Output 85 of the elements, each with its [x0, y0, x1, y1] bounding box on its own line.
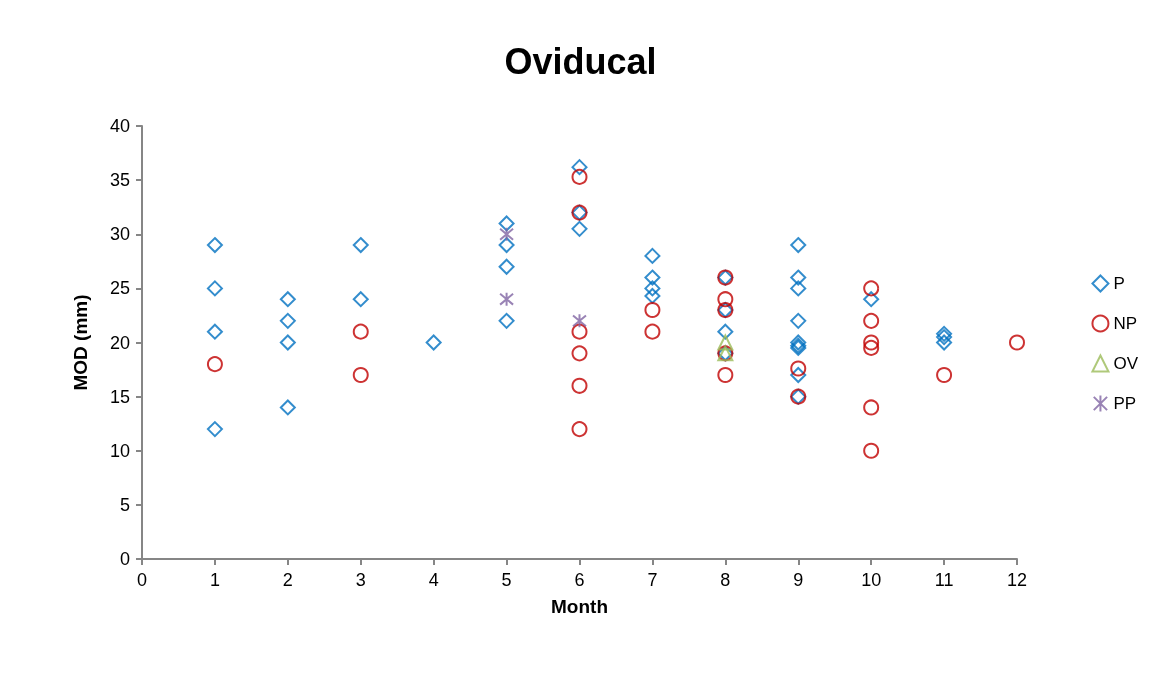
point: [863, 312, 880, 329]
y-tick-label: 30: [109, 224, 130, 245]
x-tick-label: 5: [501, 570, 512, 590]
point: [644, 323, 661, 340]
point: [936, 334, 953, 351]
x-tick-label: 2: [282, 570, 293, 590]
point: [352, 291, 369, 308]
point: [717, 334, 734, 351]
point: [644, 280, 661, 297]
point: [206, 237, 223, 254]
y-tick-label: 10: [109, 440, 130, 461]
point: [279, 291, 296, 308]
y-tick-label: 25: [109, 278, 130, 299]
point: [279, 399, 296, 416]
point: [936, 325, 953, 342]
point: [571, 168, 588, 185]
point: [498, 312, 515, 329]
x-tick-label: 3: [355, 570, 366, 590]
point: [863, 339, 880, 356]
y-tick-label: 35: [109, 170, 130, 191]
point: [863, 442, 880, 459]
point: [498, 258, 515, 275]
x-tick-label: 11: [934, 570, 954, 590]
x-tick-label: 7: [647, 570, 658, 590]
y-tick-label: 0: [119, 549, 130, 569]
x-tick-label: 0: [136, 570, 148, 590]
point: [644, 247, 661, 264]
legend-label: P: [1113, 274, 1125, 293]
point: [863, 399, 880, 416]
point: [206, 356, 223, 373]
point: [717, 366, 734, 383]
point: [790, 312, 807, 329]
point: [644, 287, 661, 304]
point: [863, 280, 880, 297]
y-tick-label: 20: [109, 332, 130, 353]
legend-label: NP: [1113, 314, 1138, 333]
point: [936, 366, 953, 383]
point: [936, 329, 953, 346]
point: [644, 302, 661, 319]
point: [863, 334, 880, 351]
legend-label: OV: [1113, 354, 1139, 373]
point: [571, 159, 588, 176]
point: [1009, 334, 1025, 351]
y-tick-label: 15: [109, 386, 130, 407]
point: [863, 291, 880, 308]
point: [790, 366, 807, 383]
legend-label: PP: [1113, 394, 1137, 413]
point: [790, 280, 807, 297]
point: [425, 334, 442, 351]
point: [279, 312, 296, 329]
point: [206, 280, 223, 297]
point: [352, 366, 369, 383]
x-tick-label: 10: [861, 570, 882, 590]
x-tick-label: 4: [428, 570, 439, 590]
point: [571, 345, 588, 362]
x-tick-label: 8: [720, 570, 731, 590]
point: [498, 237, 515, 254]
point: [790, 269, 807, 286]
point: [206, 421, 223, 438]
point: [498, 215, 515, 232]
chart-title: Oviducal: [504, 40, 657, 82]
point: [352, 237, 369, 254]
y-tick-label: 5: [119, 494, 130, 515]
y-axis-title: MOD (mm): [70, 294, 91, 391]
point: [790, 237, 807, 254]
point: [644, 269, 661, 286]
point: [717, 291, 734, 308]
point: [279, 334, 296, 351]
point: [572, 313, 587, 329]
point: [571, 421, 588, 438]
point: [352, 323, 369, 340]
point: [790, 360, 807, 377]
x-tick-label: 1: [209, 570, 220, 590]
point: [206, 323, 223, 340]
point: [571, 220, 588, 237]
point: [571, 377, 588, 394]
y-tick-label: 40: [109, 116, 130, 136]
x-axis-title: Month: [551, 596, 608, 617]
x-tick-label: 6: [574, 570, 585, 590]
point: [499, 226, 515, 242]
point: [717, 323, 734, 340]
x-tick-label: 9: [793, 570, 804, 590]
point: [499, 291, 515, 307]
point: [571, 323, 588, 340]
x-tick-label: 12: [1006, 570, 1028, 590]
